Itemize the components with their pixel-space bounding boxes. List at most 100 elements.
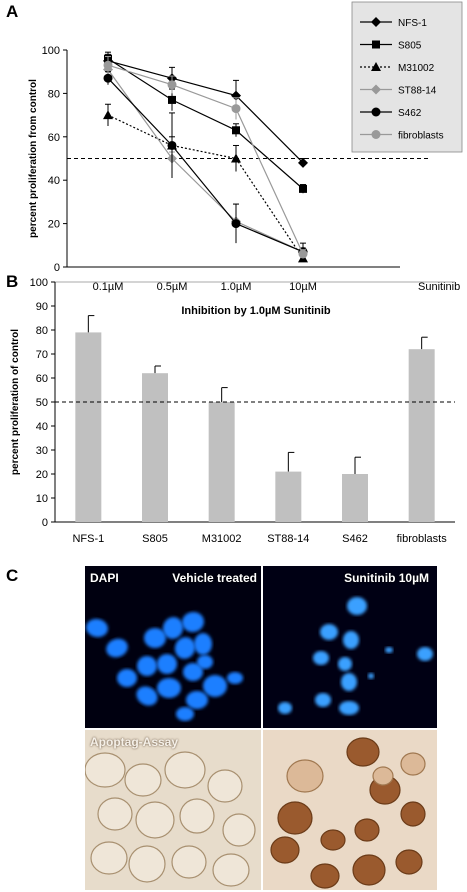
bar-M31002 [208,402,235,522]
cell-shape [347,597,367,615]
cell-shape [277,801,313,835]
series-line-NFS-1 [107,60,304,164]
cell-shape [372,766,394,786]
cell-shape [343,631,359,649]
y-tick-label-a: 80 [48,88,60,100]
cell-shape [346,737,380,767]
y-tick-label-a: 20 [48,219,60,231]
cell-shape [164,751,206,789]
x-tick-label-b: S462 [342,533,368,545]
cell-shape [179,798,215,834]
dapi-vehicle-image: DAPI Vehicle treated [85,566,261,728]
cell-shape [117,669,137,687]
y-tick-label-a: 60 [48,132,60,144]
point-S462 [167,140,177,150]
series-line-M31002 [107,114,304,259]
y-tick-label-a: 0 [54,262,60,274]
cell-shape [310,863,340,889]
cell-shape [315,693,331,707]
point-fibroblasts [103,60,113,70]
point-S462 [231,219,241,229]
legend-entry-NFS-1: NFS-1 [398,18,427,29]
cell-shape [128,845,166,883]
cell-shape [174,637,196,659]
y-tick-label-b: 10 [36,493,48,505]
cell-shape [157,654,177,674]
cell-shape [203,675,227,697]
point-M31002 [103,110,113,120]
legend-marker [371,130,381,139]
cell-shape [395,849,423,875]
cell-shape [400,801,426,827]
legend-marker [371,107,381,117]
series-line-fibroblasts [107,64,304,255]
y-tick-label-b: 70 [36,349,48,361]
bar-ST88-14 [275,471,302,522]
bar-fibroblasts [408,349,435,522]
cell-shape [286,759,324,793]
panel-c-letter: C [6,566,19,585]
cell-shape [124,763,162,797]
cell-shape [278,702,292,714]
point-fibroblasts [167,80,177,90]
y-tick-label-b: 20 [36,469,48,481]
sunitinib-label: Sunitinib 10µM [344,571,429,585]
cell-shape [417,647,433,661]
legend-entry-fibroblasts: fibroblasts [398,131,444,142]
cell-shape [157,678,181,698]
cell-shape [385,647,393,653]
cell-shape [320,624,338,640]
legend-marker [371,62,381,71]
cell-shape [137,656,157,676]
panel-a-letter: A [6,2,19,21]
x-tick-label-b: ST88-14 [267,533,309,545]
cell-shape [182,611,204,633]
legend-marker [372,40,380,49]
cell-shape [352,854,386,886]
panel-b-letter: B [6,272,19,291]
bar-S805 [142,373,168,522]
y-tick-label-b: 40 [36,421,48,433]
dapi-sunitinib-image: Sunitinib 10µM [263,566,437,728]
cell-shape [85,752,126,788]
cell-shape [136,686,158,706]
bar-chart-b: 0 10 20 30 40 50 60 70 80 90 100 percent proliferat… [10,277,455,545]
y-tick-label-a: 100 [42,45,60,57]
point-NFS-1 [298,157,308,168]
y-tick-label-b: 60 [36,373,48,385]
cell-shape [97,797,133,831]
cell-shape [207,769,243,803]
cell-shape [197,655,213,669]
cell-shape [86,618,108,638]
line-chart-a: 0 20 40 60 80 100 percent proliferation from c… [28,1,463,293]
bar-S462 [342,474,368,522]
micrograph-panel: DAPI Vehicle treated Sunitinib 10µM Apop… [0,562,467,892]
x-tick-label-a: 10µM [289,281,317,293]
x-unit-label-a: Sunitinib [418,281,460,293]
cell-shape [212,853,250,887]
cell-shape [354,818,380,842]
point-S805 [299,184,307,193]
y-tick-label-a: 40 [48,175,60,187]
legend-marker [371,17,381,27]
cell-shape [144,628,166,648]
cell-shape [341,673,357,691]
point-M31002 [231,153,241,163]
apoptag-vehicle-image: Apoptag-Assay [85,730,261,890]
cell-shape [222,813,256,847]
series-line-ST88-14 [107,69,304,253]
legend-marker [371,84,381,95]
y-tick-label-b: 100 [30,277,48,289]
y-tick-label-b: 30 [36,445,48,457]
x-tick-label-a: 1.0µM [221,281,252,293]
y-tick-label-b: 80 [36,325,48,337]
y-tick-label-b: 50 [36,397,48,409]
cell-shape [368,673,374,679]
cell-shape [90,841,128,875]
x-tick-label-a: 0.5µM [157,281,188,293]
cell-shape [339,701,359,715]
dapi-label: DAPI [90,571,119,585]
cell-shape [135,801,175,839]
legend-entry-S805: S805 [398,41,422,52]
point-S805 [168,95,176,104]
